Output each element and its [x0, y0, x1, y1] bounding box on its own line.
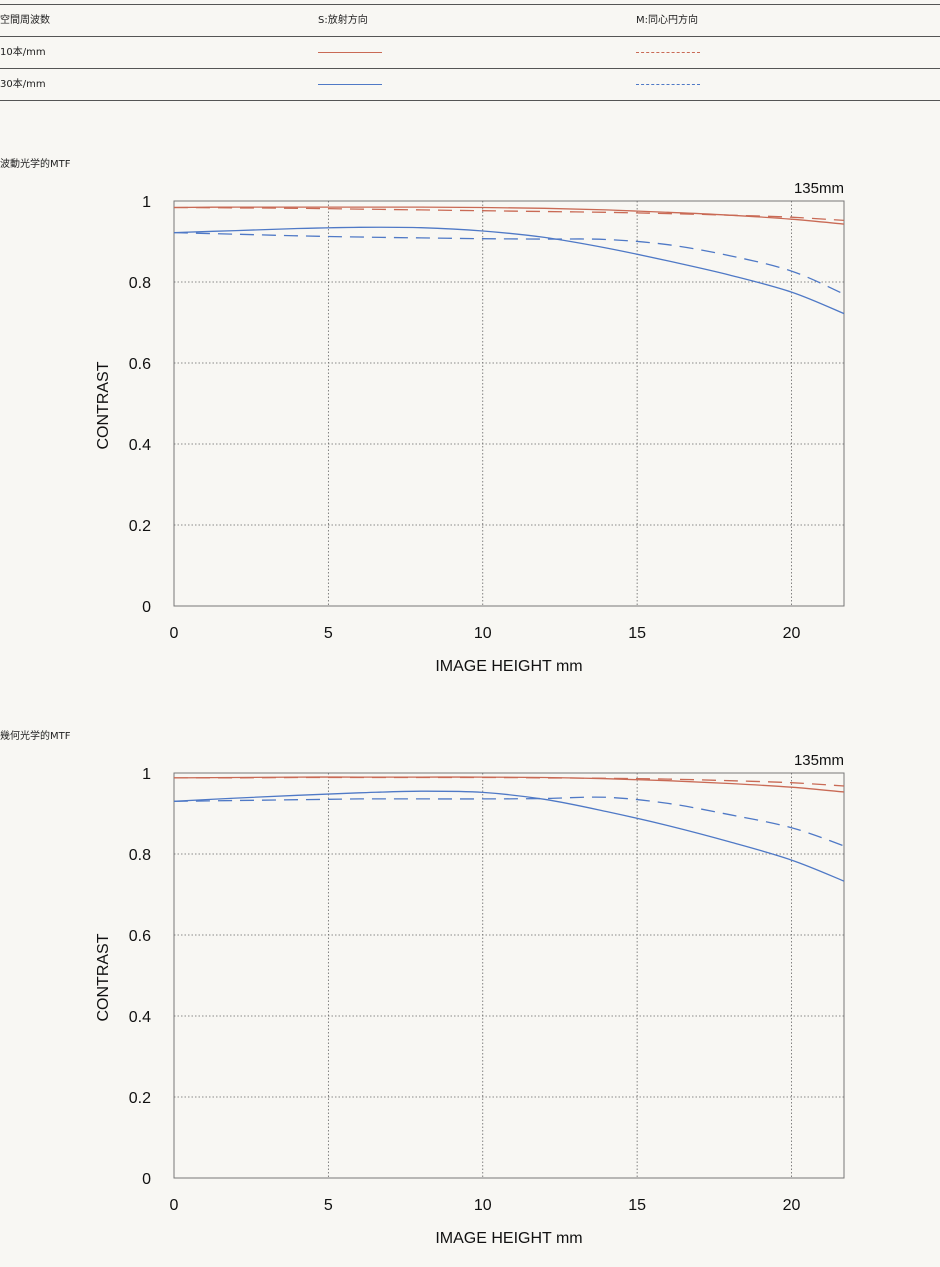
series-line-10-meridional [174, 776, 845, 787]
y-tick-label: 0.8 [129, 847, 151, 864]
legend-sample-30-meridional [636, 84, 700, 85]
y-tick-label: 0.8 [129, 275, 151, 292]
series-line-30-meridional [173, 796, 845, 847]
y-tick-label: 0 [142, 1171, 151, 1188]
series-line-30-meridional [173, 231, 845, 295]
legend-row-label: 30本/mm [0, 79, 46, 90]
x-tick-label: 20 [783, 625, 801, 642]
chart-title: 135mm [794, 752, 844, 769]
x-tick-label: 20 [783, 1197, 801, 1214]
y-tick-label: 0.6 [129, 928, 151, 945]
y-axis-label: CONTRAST [95, 933, 112, 1021]
plot-frame [173, 772, 845, 1179]
series-line-10-sagittal [173, 206, 845, 225]
legend-row-label: 10本/mm [0, 47, 46, 58]
x-tick-label: 15 [628, 1197, 646, 1214]
x-axis-label: IMAGE HEIGHT mm [435, 658, 582, 675]
section-label-wave-optics: 波動光学的MTF [0, 159, 71, 170]
series-line-30-sagittal [173, 226, 845, 315]
legend-header-sagittal: S:放射方向 [318, 15, 368, 26]
legend-header-frequency: 空間周波数 [0, 15, 50, 26]
legend-sample-10-meridional [636, 52, 700, 53]
legend-table: 空間周波数 S:放射方向 M:同心円方向 10本/mm 30本/mm [0, 4, 940, 101]
series-line-10-meridional [173, 206, 845, 222]
plot-frame [173, 200, 845, 607]
legend-row-30: 30本/mm [0, 69, 940, 101]
y-tick-label: 0.6 [129, 356, 151, 373]
chart-title: 135mm [794, 180, 844, 197]
x-tick-label: 0 [170, 625, 179, 642]
x-tick-label: 5 [324, 625, 333, 642]
y-tick-label: 0.4 [129, 437, 151, 454]
x-tick-label: 15 [628, 625, 646, 642]
legend-sample-30-sagittal [318, 84, 382, 85]
series-line-30-sagittal [173, 790, 845, 882]
y-tick-label: 1 [142, 194, 151, 211]
y-tick-label: 0.2 [129, 1090, 151, 1107]
y-tick-label: 0.4 [129, 1009, 151, 1026]
legend-row-10: 10本/mm [0, 37, 940, 69]
x-tick-label: 0 [170, 1197, 179, 1214]
y-tick-label: 0 [142, 599, 151, 616]
legend-sample-10-sagittal [318, 52, 382, 53]
legend-header-meridional: M:同心円方向 [636, 15, 698, 26]
y-tick-label: 0.2 [129, 518, 151, 535]
x-axis-label: IMAGE HEIGHT mm [435, 1230, 582, 1247]
series-line-10-sagittal [173, 776, 845, 793]
x-tick-label: 10 [474, 625, 492, 642]
section-label-geometric-optics: 幾何光学的MTF [0, 731, 71, 742]
x-tick-label: 10 [474, 1197, 492, 1214]
x-tick-label: 5 [324, 1197, 333, 1214]
legend-header-row: 空間周波数 S:放射方向 M:同心円方向 [0, 5, 940, 37]
y-tick-label: 1 [142, 766, 151, 783]
y-axis-label: CONTRAST [95, 361, 112, 449]
